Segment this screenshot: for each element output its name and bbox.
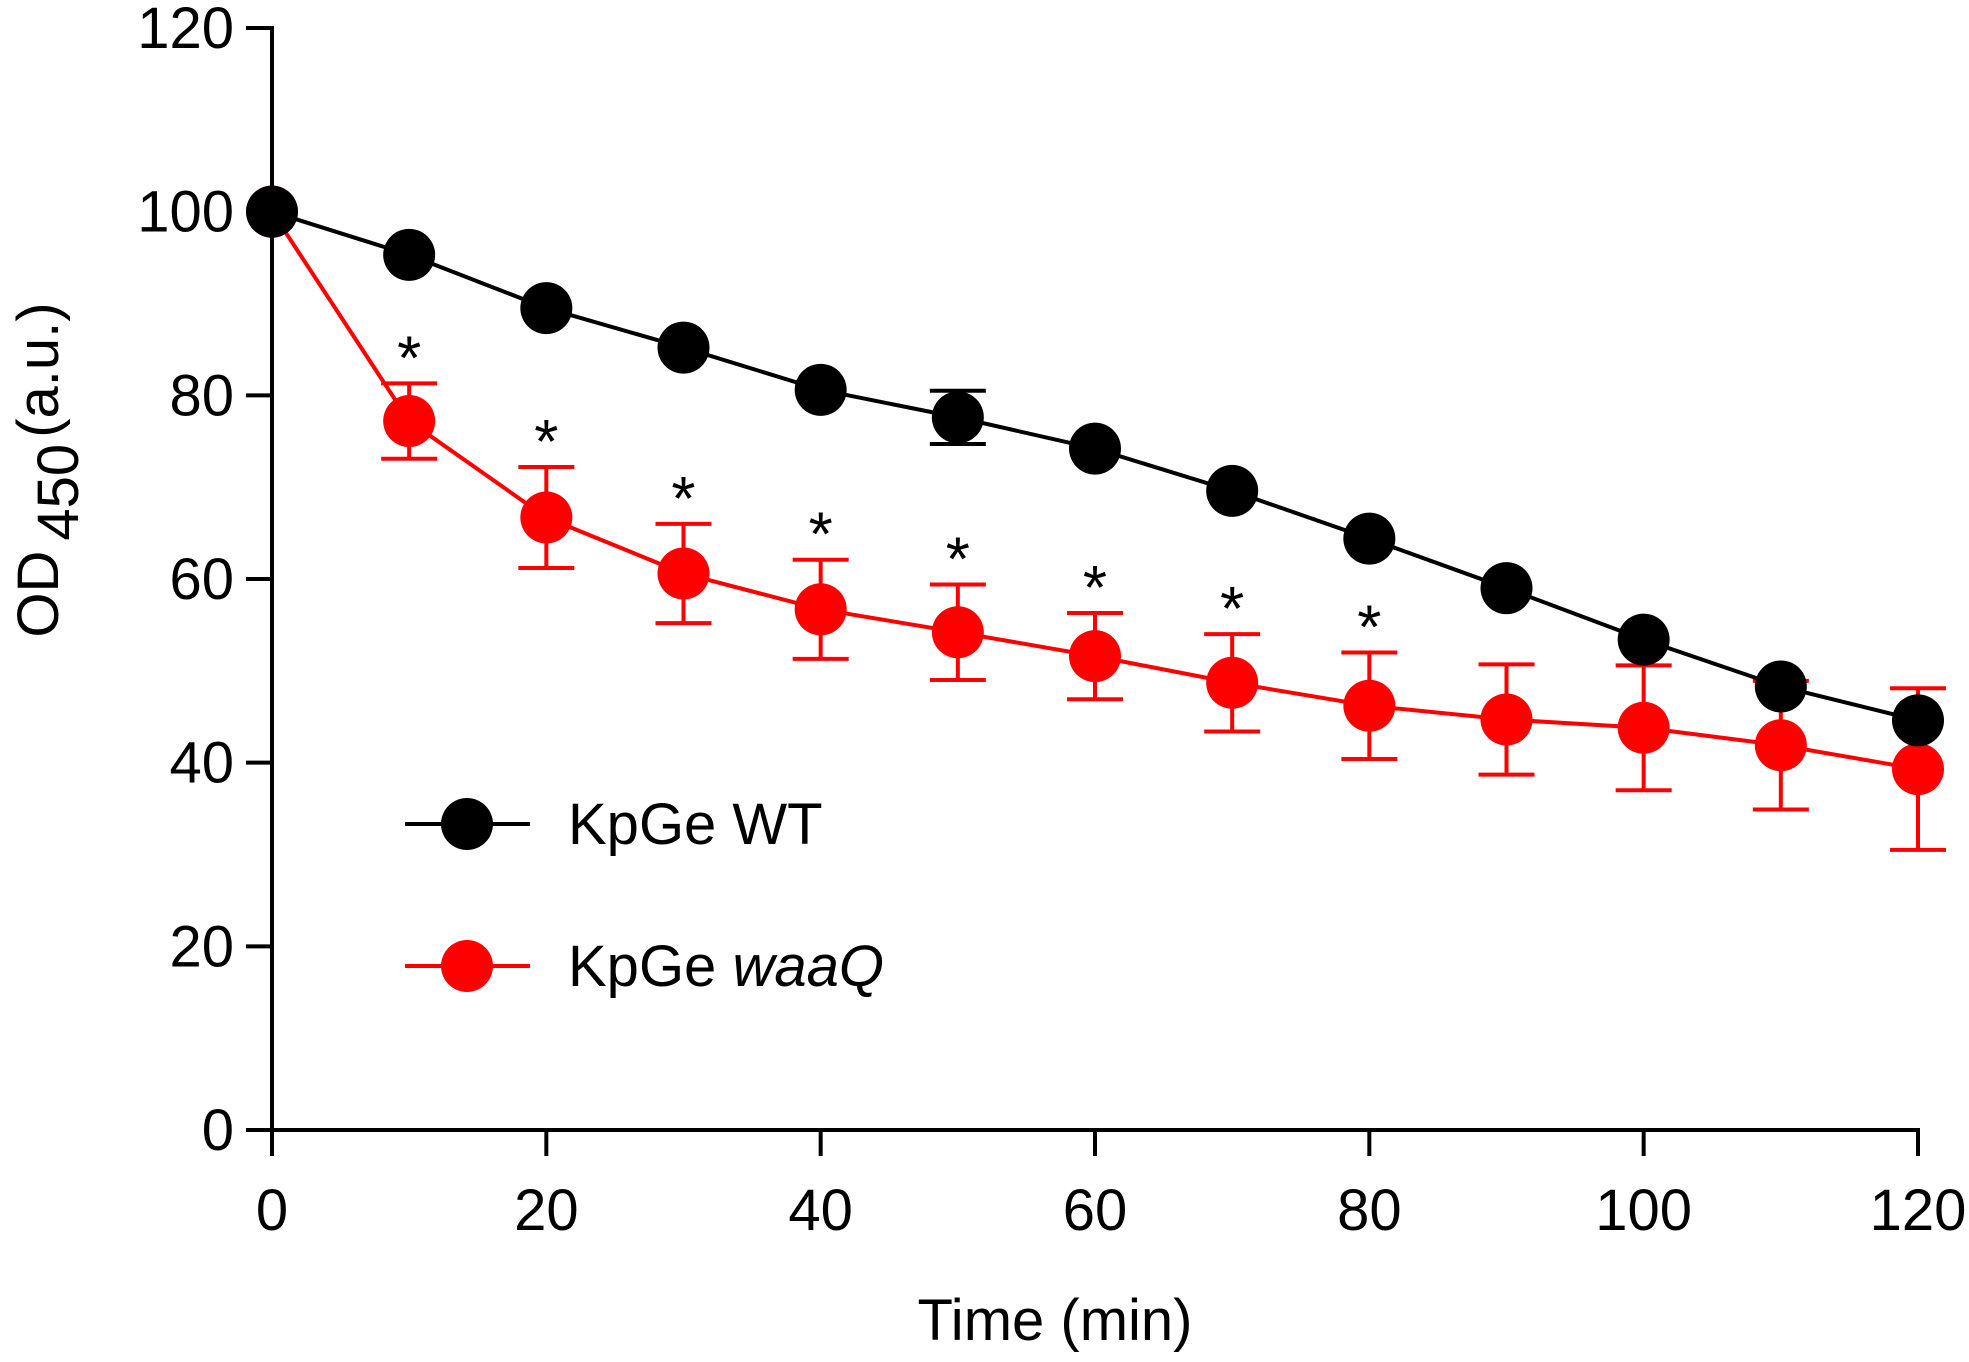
x-tick-label: 120 [1870,1178,1967,1243]
data-point [383,228,436,281]
data-point [1206,656,1259,709]
x-tick-label: 0 [256,1178,288,1243]
data-point [1069,630,1121,683]
y-axis-title-main: OD [6,551,71,638]
data-point [931,391,984,444]
data-point [794,363,847,416]
y-axis-title: OD 450 (a.u.) [6,302,91,637]
data-point [1343,679,1396,732]
significance-markers: * * * * * * * * [397,324,1381,662]
data-point [1206,464,1259,517]
x-axis-title: Time (min) [918,1288,1193,1353]
legend-label: KpGe waaQ [568,934,884,999]
significance-star: * [946,526,970,595]
data-point [1754,719,1807,772]
significance-star: * [534,408,558,477]
data-point [657,321,710,374]
series-layer [246,185,1946,852]
significance-star: * [1220,575,1244,644]
y-axis-title-subscript: 450 [26,444,91,541]
data-point [1617,701,1670,754]
significance-star: * [1083,554,1107,623]
data-point [383,395,436,448]
data-point [1892,694,1944,747]
legend-entry: KpGe WT [405,792,823,857]
y-tick-label: 20 [169,914,234,979]
legend-label-part: KpGe WT [568,792,823,857]
y-tick-label: 40 [169,731,234,796]
data-point [794,583,847,636]
legend-marker [441,940,493,992]
y-tick-label: 100 [137,180,234,245]
legend-marker [441,798,493,850]
y-axis-title-unit: (a.u.) [6,302,71,437]
y-tick-label: 80 [169,363,234,428]
significance-star: * [671,465,695,534]
legend-label-part: waaQ [732,934,884,999]
series-kpge-waaq [246,185,1946,852]
significance-star: * [1357,593,1381,662]
series-kpge-wt [246,185,1944,747]
legend-label: KpGe WT [568,792,823,857]
data-point [246,185,298,238]
x-tick-label: 100 [1595,1178,1692,1243]
x-tick-label: 40 [788,1178,853,1243]
significance-star: * [809,501,833,570]
data-point [931,606,984,659]
legend-label-part: KpGe [568,934,732,999]
axes: 0 20 40 60 80 100 120 0 20 40 60 80 100 120 [137,0,1966,1243]
significance-star: * [397,324,421,393]
data-point [1617,613,1670,666]
data-point [1069,422,1121,475]
data-point [1480,562,1533,615]
data-point [1892,743,1944,796]
data-point [1480,693,1533,746]
x-tick-label: 60 [1063,1178,1128,1243]
data-point [520,491,573,544]
y-tick-label: 60 [169,547,234,612]
legend: KpGe WT KpGe waaQ [405,792,884,999]
data-point [1754,660,1807,713]
y-tick-label: 0 [202,1098,234,1163]
legend-entry: KpGe waaQ [405,934,884,999]
y-tick-label: 120 [137,0,234,61]
x-tick-label: 80 [1337,1178,1402,1243]
data-point [520,282,573,335]
data-point [1343,512,1396,565]
x-tick-label: 20 [514,1178,579,1243]
data-point [657,547,710,600]
